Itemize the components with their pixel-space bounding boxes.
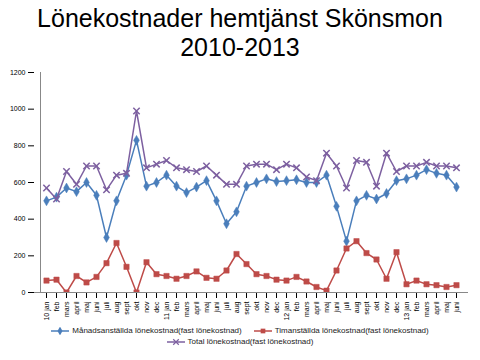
- svg-text:aug: aug: [233, 301, 241, 313]
- html-text:Lönekostnader hemtjänst Skönsm: Lönekostnader hemtjänst Skönsmon 2010-20…: [37, 4, 443, 61]
- svg-text:juni: juni: [333, 301, 341, 313]
- svg-text:juli: juli: [343, 301, 351, 311]
- svg-text:mars: mars: [303, 301, 310, 317]
- svg-text:april: april: [433, 301, 441, 315]
- svg-text:okt: okt: [253, 301, 260, 310]
- svg-text:feb: feb: [413, 301, 420, 311]
- svg-text:maj: maj: [83, 301, 91, 313]
- svg-text:10 jan: 10 jan: [43, 301, 51, 320]
- html-text:Månadsanställda lönekostnad(fa: Månadsanställda lönekostnad(fast lönekos…: [72, 326, 242, 335]
- svg-text:200: 200: [14, 252, 26, 259]
- svg-text:12 jan: 12 jan: [283, 301, 291, 320]
- svg-text:feb: feb: [53, 301, 60, 311]
- svg-text:feb: feb: [293, 301, 300, 311]
- svg-text:400: 400: [14, 215, 26, 222]
- svg-text:juni: juni: [213, 301, 221, 313]
- svg-text:sept: sept: [363, 301, 371, 314]
- svg-text:juni: juni: [93, 301, 101, 313]
- svg-text:0: 0: [22, 289, 26, 296]
- svg-text:okt: okt: [373, 301, 380, 310]
- svg-text:600: 600: [14, 179, 26, 186]
- svg-text:maj: maj: [323, 301, 331, 313]
- svg-text:sept: sept: [243, 301, 251, 314]
- svg-text:april: april: [73, 301, 81, 315]
- svg-text:okt: okt: [133, 301, 140, 310]
- svg-text:dec: dec: [393, 301, 400, 313]
- svg-text:1000: 1000: [10, 105, 26, 112]
- svg-text:sept: sept: [123, 301, 131, 314]
- svg-text:nov: nov: [143, 301, 150, 313]
- svg-text:april: april: [193, 301, 201, 315]
- svg-text:maj: maj: [443, 301, 451, 313]
- svg-text:mars: mars: [423, 301, 430, 317]
- svg-text:mars: mars: [63, 301, 70, 317]
- svg-text:mars: mars: [183, 301, 190, 317]
- html-text:Timanställda lönekostnad(fast: Timanställda lönekostnad(fast lönekostna…: [274, 326, 429, 335]
- svg-text:feb: feb: [173, 301, 180, 311]
- svg-text:800: 800: [14, 142, 26, 149]
- svg-text:1200: 1200: [10, 69, 26, 76]
- svg-text:juni: juni: [453, 301, 461, 313]
- svg-text:aug: aug: [113, 301, 121, 313]
- svg-text:dec: dec: [273, 301, 280, 313]
- svg-text:nov: nov: [263, 301, 270, 313]
- html-text:Total lönekostnad(fast lönekos: Total lönekostnad(fast lönekostnad): [187, 337, 314, 346]
- svg-text:aug: aug: [353, 301, 361, 313]
- svg-text:dec: dec: [153, 301, 160, 313]
- svg-text:11 jan: 11 jan: [163, 301, 171, 320]
- svg-text:nov: nov: [383, 301, 390, 313]
- svg-text:april: april: [313, 301, 321, 315]
- svg-text:maj: maj: [203, 301, 211, 313]
- svg-text:juli: juli: [223, 301, 231, 311]
- svg-text:juli: juli: [103, 301, 111, 311]
- svg-text:13 jan: 13 jan: [403, 301, 411, 320]
